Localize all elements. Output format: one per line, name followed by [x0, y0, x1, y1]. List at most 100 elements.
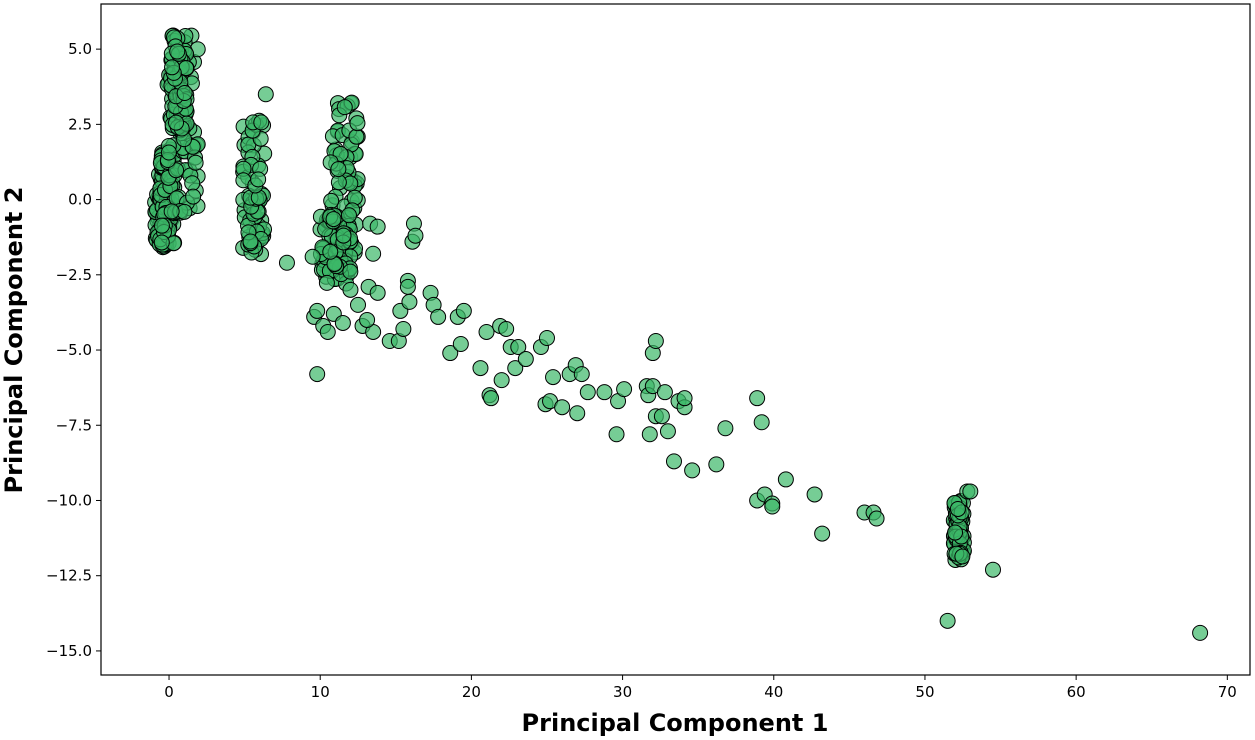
data-point [319, 323, 336, 340]
data-point [659, 423, 676, 440]
data-point [164, 59, 181, 76]
data-point [168, 114, 185, 131]
data-point [814, 525, 831, 542]
plot-frame [100, 3, 1251, 676]
data-point [569, 405, 586, 422]
data-point [369, 284, 386, 301]
data-point [806, 486, 823, 503]
data-point [395, 320, 412, 337]
data-point [1192, 624, 1209, 641]
data-point [350, 296, 367, 313]
x-tick-label: 30 [613, 683, 632, 701]
y-tick-label: −5.0 [56, 341, 92, 359]
data-point [330, 161, 347, 178]
points-layer [147, 27, 1209, 641]
data-point [472, 360, 489, 377]
y-tick-label: −15.0 [46, 642, 92, 660]
data-point [596, 384, 613, 401]
data-point [656, 384, 673, 401]
data-point [653, 408, 670, 425]
data-point [616, 381, 633, 398]
data-point [483, 390, 500, 407]
data-point [493, 372, 510, 389]
data-point [176, 84, 193, 101]
x-tick-label: 0 [164, 683, 174, 701]
data-point [430, 308, 447, 325]
data-point [185, 188, 202, 205]
data-point [153, 234, 170, 251]
data-point [579, 384, 596, 401]
data-point [608, 426, 625, 443]
x-axis-label: Principal Component 1 [522, 709, 829, 737]
x-axis: 0 10 20 30 40 50 60 70 [164, 675, 1237, 701]
data-point [554, 399, 571, 416]
y-axis: 5.0 2.5 0.0 −2.5 −5.0 −7.5 −10.0 −12.5 −15.0 [46, 40, 101, 660]
data-point [369, 218, 386, 235]
data-point [647, 333, 664, 349]
data-point [498, 320, 515, 337]
x-tick-label: 40 [764, 683, 783, 701]
data-point [949, 500, 966, 517]
data-point [641, 426, 658, 443]
data-point [764, 498, 781, 515]
data-point [407, 227, 424, 244]
y-axis-label: Principal Component 2 [0, 187, 28, 494]
y-tick-label: −12.5 [46, 567, 92, 585]
data-point [984, 561, 1001, 578]
data-point [325, 211, 342, 228]
data-point [250, 171, 267, 188]
data-point [753, 414, 770, 431]
data-point [278, 254, 295, 271]
data-point [323, 192, 340, 209]
y-tick-label: 0.0 [68, 191, 92, 209]
y-tick-label: −10.0 [46, 491, 92, 509]
data-point [868, 510, 885, 527]
data-point [348, 128, 365, 145]
data-point [517, 351, 534, 368]
data-point [334, 314, 351, 331]
data-point [510, 339, 527, 356]
data-point [455, 302, 472, 319]
data-point [708, 456, 725, 473]
data-point [169, 43, 186, 60]
data-point [777, 471, 794, 488]
data-point [153, 217, 170, 234]
data-point [163, 203, 180, 220]
data-point [538, 330, 555, 346]
data-point [340, 207, 357, 224]
data-point [717, 420, 734, 437]
x-tick-label: 70 [1218, 683, 1237, 701]
data-point [749, 390, 766, 407]
x-tick-label: 10 [311, 683, 330, 701]
data-point [365, 245, 382, 262]
data-point [401, 293, 418, 310]
data-point [349, 115, 366, 132]
data-point [335, 227, 352, 244]
data-point [342, 263, 359, 280]
data-point [336, 99, 353, 116]
data-point [309, 366, 326, 383]
data-point [322, 243, 339, 260]
data-point [342, 281, 359, 298]
data-point [962, 483, 979, 500]
data-point [160, 144, 177, 161]
y-tick-label: −7.5 [56, 416, 92, 434]
data-point [452, 336, 469, 353]
data-point [947, 524, 964, 541]
data-point [573, 366, 590, 383]
data-point [253, 114, 270, 131]
data-point [359, 311, 376, 328]
y-tick-label: −2.5 [56, 266, 92, 284]
data-point [665, 453, 682, 470]
data-point [507, 360, 524, 377]
data-point [242, 233, 259, 250]
data-point [442, 345, 459, 362]
data-point [478, 323, 495, 340]
data-point [257, 86, 274, 103]
data-point [309, 302, 326, 319]
x-tick-label: 50 [915, 683, 934, 701]
y-tick-label: 2.5 [68, 115, 92, 133]
data-point [684, 462, 701, 479]
data-point [545, 369, 562, 386]
